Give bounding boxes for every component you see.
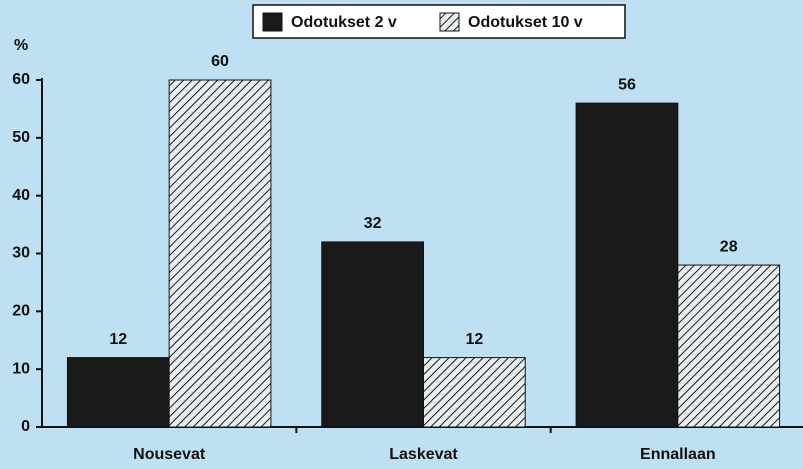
data-label: 28 [720, 238, 738, 255]
data-label: 12 [109, 331, 127, 348]
y-tick-label: 10 [12, 360, 30, 377]
y-tick-label: 30 [12, 245, 30, 262]
x-tick-label: Ennallaan [640, 446, 716, 463]
y-tick-label: 40 [12, 187, 30, 204]
bar [168, 79, 272, 428]
y-tick-label: 50 [12, 129, 30, 146]
data-label: 60 [211, 53, 229, 70]
y-tick-label: 0 [21, 418, 30, 435]
legend-swatch [262, 12, 283, 32]
bar [575, 102, 679, 428]
bar [66, 357, 170, 428]
bar [321, 241, 424, 428]
bar [423, 357, 526, 428]
legend-swatch [439, 12, 460, 32]
x-tick-label: Nousevat [133, 446, 206, 463]
legend-label: Odotukset 2 v [291, 14, 397, 31]
legend-label: Odotukset 10 v [468, 14, 583, 31]
y-axis-label: % [14, 37, 28, 54]
y-tick-label: 60 [12, 71, 30, 88]
data-label: 32 [364, 215, 382, 232]
legend-box [252, 4, 626, 39]
bar [677, 264, 781, 428]
data-label: 56 [618, 76, 636, 93]
x-tick-label: Laskevat [389, 446, 458, 463]
data-label: 12 [465, 331, 483, 348]
y-tick-label: 20 [12, 303, 30, 320]
